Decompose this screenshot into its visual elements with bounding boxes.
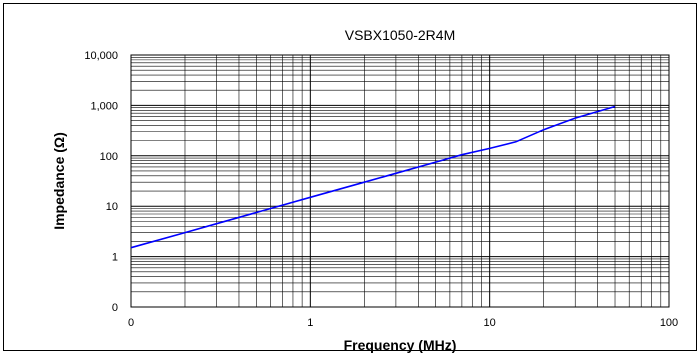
y-axis-ticks: 0 1 10 100 1,000 10,000 [84, 50, 118, 314]
x-axis-ticks: 0 1 10 100 [128, 317, 678, 329]
y-tick-label: 0 [112, 302, 118, 314]
chart-frame [3, 3, 697, 351]
y-axis-title: Impedance (Ω) [51, 132, 67, 230]
x-axis-title: Frequency (MHz) [344, 337, 457, 353]
minor-gridlines [131, 55, 669, 307]
series-group [130, 105, 616, 249]
y-tick-label: 100 [100, 151, 118, 163]
x-tick-label: 1 [307, 317, 313, 329]
x-tick-label: 0 [128, 317, 134, 329]
impedance-series-line [130, 105, 616, 249]
y-tick-label: 10 [106, 201, 118, 213]
plot-area [130, 54, 670, 308]
x-tick-label: 100 [660, 317, 678, 329]
y-tick-label: 1,000 [90, 100, 118, 112]
chart-title: VSBX1050-2R4M [345, 27, 456, 43]
y-tick-label: 1 [112, 252, 118, 264]
major-gridlines [130, 55, 669, 308]
x-tick-label: 10 [484, 317, 496, 329]
y-tick-label: 10,000 [84, 50, 118, 62]
